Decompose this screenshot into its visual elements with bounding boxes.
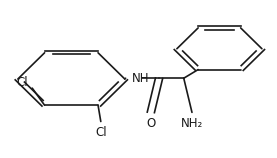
Text: O: O bbox=[146, 117, 155, 130]
Text: NH: NH bbox=[132, 72, 149, 85]
Text: Cl: Cl bbox=[95, 126, 107, 139]
Text: NH₂: NH₂ bbox=[181, 117, 203, 130]
Text: Cl: Cl bbox=[17, 76, 28, 89]
